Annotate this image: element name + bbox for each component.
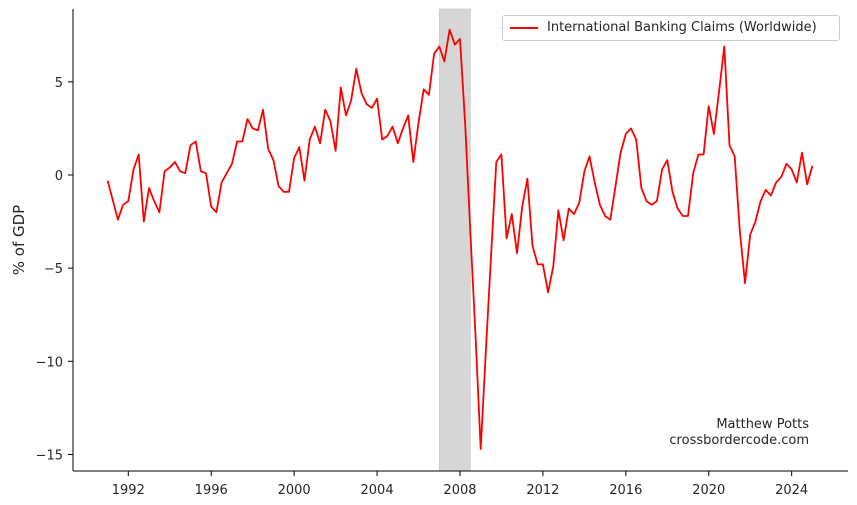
x-tick-label: 2016 [609,483,642,498]
legend-line-swatch [510,27,538,29]
x-tick-label: 1992 [112,483,145,498]
credit-annotation: Matthew Potts crossbordercode.com [669,417,809,449]
x-tick-label: 2020 [692,483,725,498]
y-ticks: 5 0 −5 −10 −15 [36,76,73,463]
y-tick-label: 5 [55,76,63,91]
x-tick-label: 2000 [278,483,311,498]
y-tick-label: −5 [44,262,63,277]
series-line-international-banking-claims [106,28,814,450]
x-tick-label: 1996 [195,483,228,498]
credit-author: Matthew Potts [716,417,809,432]
x-tick-label: 2004 [361,483,394,498]
legend: International Banking Claims (Worldwide) [502,15,840,41]
axes [72,9,848,472]
y-tick-label: −15 [36,448,63,463]
x-tick-label: 2012 [526,483,559,498]
y-tick-label: −10 [36,355,63,370]
y-axis-label: % of GDP [10,205,28,275]
x-tick-label: 2008 [443,483,476,498]
credit-site: crossbordercode.com [669,433,809,448]
y-tick-label: 0 [55,169,63,184]
legend-label: International Banking Claims (Worldwide) [547,20,817,35]
shaded-region [438,8,471,472]
recession-shading [438,8,471,472]
x-ticks: 1992 1996 2000 2004 2008 2012 2016 2020 2024 [112,471,808,498]
x-tick-label: 2024 [775,483,808,498]
